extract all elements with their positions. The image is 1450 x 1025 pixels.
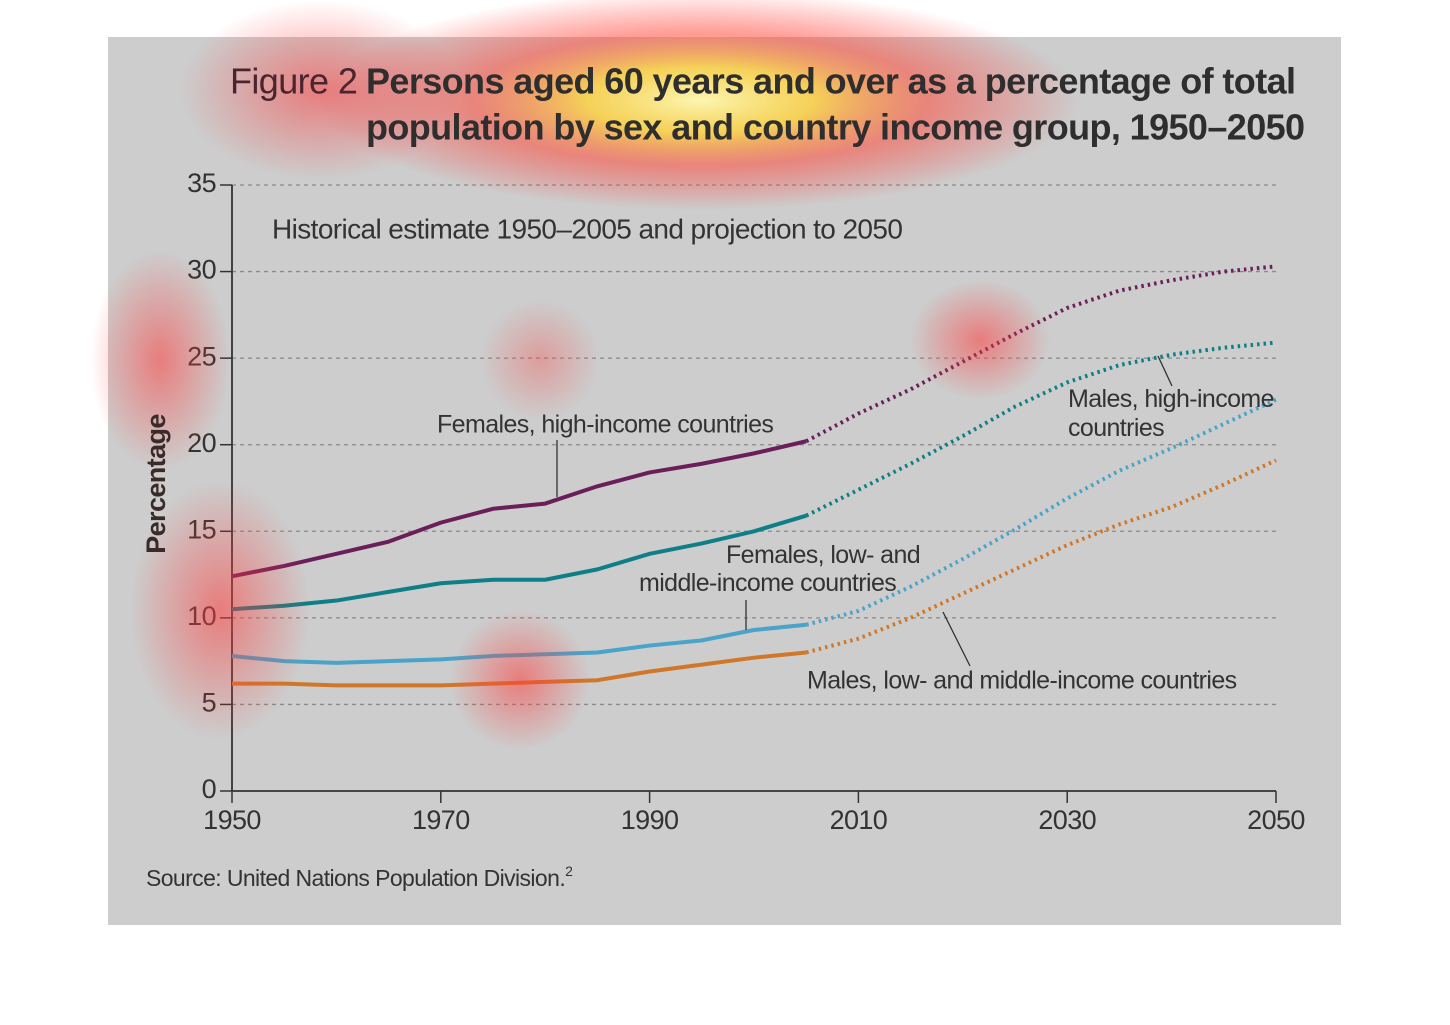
y-tick-label: 25 bbox=[187, 341, 216, 371]
leader-line bbox=[1157, 355, 1173, 387]
series-label: Males, low- and middle-income countries bbox=[807, 667, 1237, 695]
historical-line bbox=[231, 513, 807, 612]
series-label-line: Males, high-income bbox=[1068, 385, 1274, 413]
leader-line bbox=[942, 611, 971, 667]
series-label: Females, low- and middle-income countries bbox=[639, 541, 920, 597]
source-text: Source: United Nations Population Divisi… bbox=[146, 865, 565, 891]
source: Source: United Nations Population Divisi… bbox=[146, 863, 573, 891]
source-note: 2 bbox=[565, 863, 573, 879]
series-label: Females, high-income countries bbox=[437, 411, 773, 439]
x-tick-label: 2030 bbox=[1038, 805, 1096, 835]
projection-line bbox=[805, 397, 1277, 627]
y-tick-label: 15 bbox=[187, 514, 216, 544]
x-tick-label: 1970 bbox=[412, 805, 470, 835]
series-label-line: countries bbox=[1068, 414, 1164, 442]
x-tick-label: 2010 bbox=[830, 805, 888, 835]
y-tick-label: 35 bbox=[187, 168, 216, 198]
y-tick-label: 20 bbox=[187, 428, 216, 458]
historical-line bbox=[231, 439, 807, 579]
x-tick-label: 1990 bbox=[621, 805, 679, 835]
figure-label: Figure 2 bbox=[230, 61, 357, 102]
projection-line bbox=[805, 458, 1277, 655]
chart-title: Persons aged 60 years and over as a perc… bbox=[366, 61, 1295, 102]
series-label: Males, high-income countries bbox=[1068, 385, 1274, 442]
series-label-line: middle-income countries bbox=[639, 569, 896, 597]
subtitle: Historical estimate 1950–2005 and projec… bbox=[272, 213, 902, 244]
y-tick-label: 30 bbox=[187, 255, 216, 285]
x-tick-label: 1950 bbox=[203, 805, 261, 835]
y-tick-label: 0 bbox=[202, 774, 216, 804]
chart-title: population by sex and country income gro… bbox=[366, 107, 1304, 148]
y-axis-label: Percentage bbox=[141, 414, 171, 554]
x-tick-label: 2050 bbox=[1247, 805, 1305, 835]
y-tick-label: 10 bbox=[187, 601, 216, 631]
y-tick-label: 5 bbox=[202, 688, 216, 718]
series-label-line: Females, low- and bbox=[726, 541, 920, 569]
